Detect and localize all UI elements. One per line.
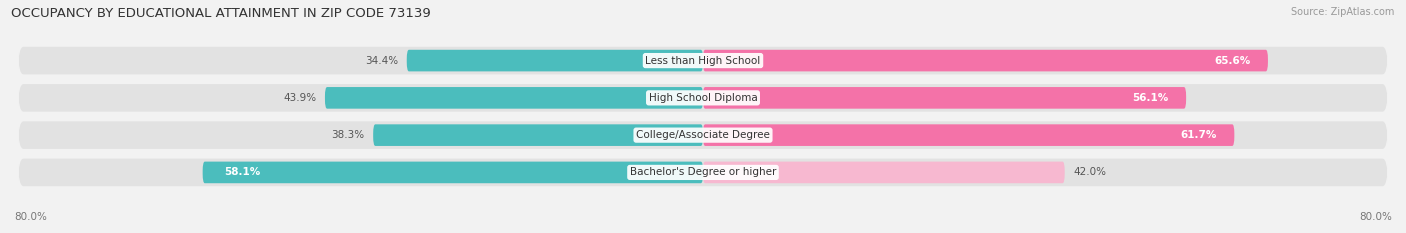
FancyBboxPatch shape — [18, 47, 1388, 74]
Text: 42.0%: 42.0% — [1073, 168, 1107, 177]
Text: High School Diploma: High School Diploma — [648, 93, 758, 103]
FancyBboxPatch shape — [202, 162, 703, 183]
Text: 65.6%: 65.6% — [1215, 56, 1251, 65]
FancyBboxPatch shape — [18, 121, 1388, 149]
FancyBboxPatch shape — [373, 124, 703, 146]
FancyBboxPatch shape — [703, 87, 1187, 109]
FancyBboxPatch shape — [703, 162, 1064, 183]
FancyBboxPatch shape — [325, 87, 703, 109]
Text: Bachelor's Degree or higher: Bachelor's Degree or higher — [630, 168, 776, 177]
Text: 80.0%: 80.0% — [14, 212, 46, 222]
FancyBboxPatch shape — [406, 50, 703, 71]
Text: 61.7%: 61.7% — [1181, 130, 1218, 140]
Text: Less than High School: Less than High School — [645, 56, 761, 65]
Text: Source: ZipAtlas.com: Source: ZipAtlas.com — [1291, 7, 1395, 17]
FancyBboxPatch shape — [18, 84, 1388, 112]
Text: 38.3%: 38.3% — [332, 130, 364, 140]
Text: 80.0%: 80.0% — [1360, 212, 1392, 222]
FancyBboxPatch shape — [703, 50, 1268, 71]
FancyBboxPatch shape — [18, 159, 1388, 186]
Text: 43.9%: 43.9% — [283, 93, 316, 103]
Text: 56.1%: 56.1% — [1133, 93, 1168, 103]
Text: College/Associate Degree: College/Associate Degree — [636, 130, 770, 140]
FancyBboxPatch shape — [703, 124, 1234, 146]
Text: 34.4%: 34.4% — [366, 56, 398, 65]
Text: 58.1%: 58.1% — [224, 168, 260, 177]
Text: OCCUPANCY BY EDUCATIONAL ATTAINMENT IN ZIP CODE 73139: OCCUPANCY BY EDUCATIONAL ATTAINMENT IN Z… — [11, 7, 432, 20]
